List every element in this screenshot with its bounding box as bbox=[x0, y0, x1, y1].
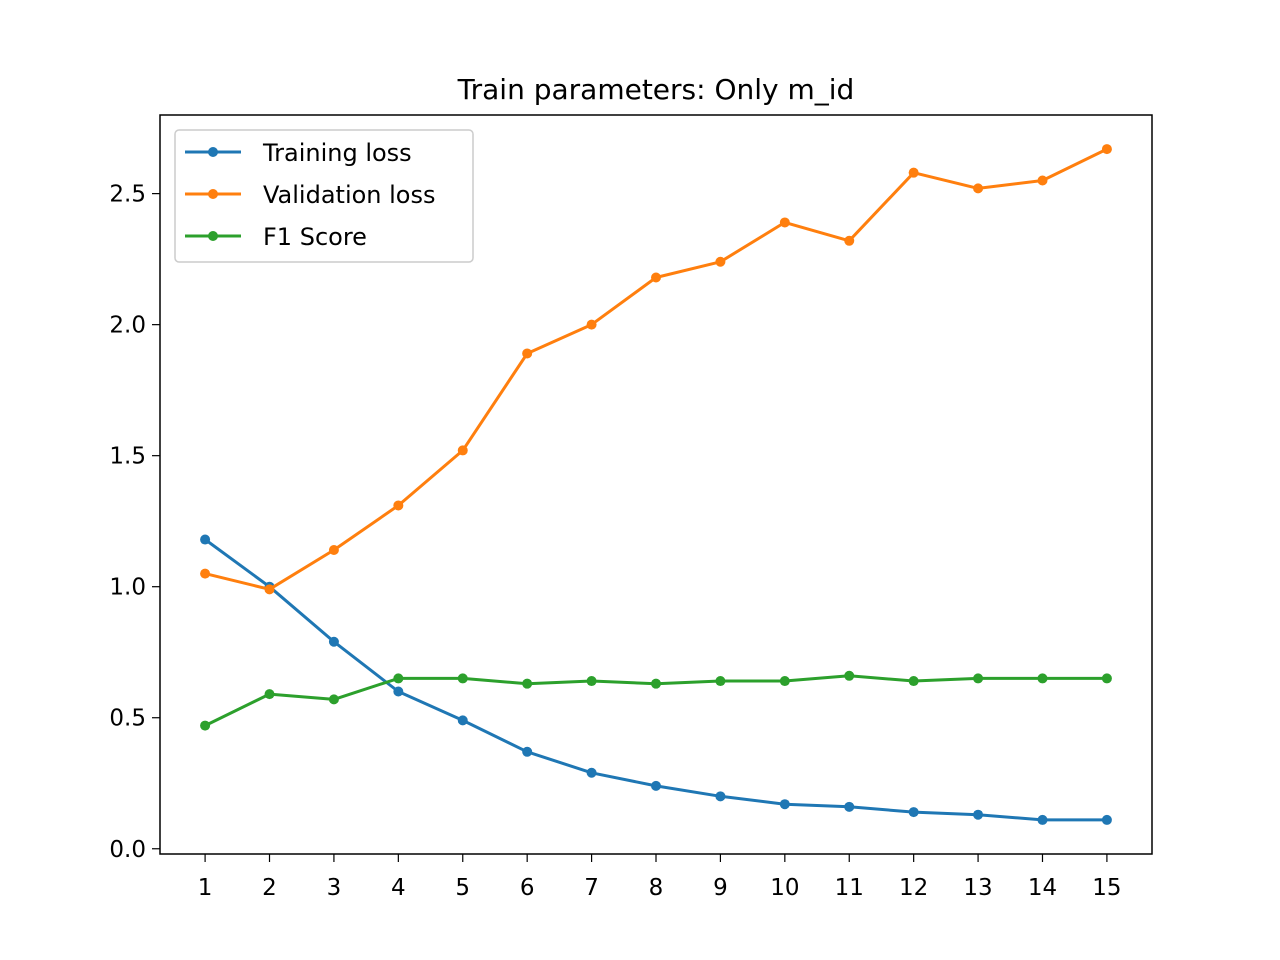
validation-loss-point bbox=[973, 183, 984, 194]
training-loss-point bbox=[522, 746, 533, 757]
y-tick-label: 2.0 bbox=[109, 313, 146, 339]
x-tick-label: 13 bbox=[963, 875, 992, 901]
legend-box bbox=[174, 129, 474, 263]
y-tick-label: 0.5 bbox=[109, 706, 146, 732]
f1-score-point bbox=[522, 678, 533, 689]
series-training-loss bbox=[200, 534, 1112, 825]
f1-score-point bbox=[715, 676, 726, 687]
f1-score-point bbox=[328, 694, 339, 705]
series-validation-loss bbox=[200, 144, 1112, 595]
validation-loss-point bbox=[586, 319, 597, 330]
plot-frame bbox=[159, 114, 1153, 855]
x-tick-label: 11 bbox=[835, 875, 864, 901]
training-loss-point bbox=[973, 809, 984, 820]
f1-score-point bbox=[200, 720, 211, 731]
training-loss-point bbox=[715, 791, 726, 802]
f1-score-point bbox=[264, 689, 275, 700]
x-tick-label: 6 bbox=[520, 875, 535, 901]
validation-loss-point bbox=[779, 217, 790, 228]
y-tick-label: 2.5 bbox=[109, 182, 146, 208]
f1-score-point bbox=[457, 673, 468, 684]
f1-score-point bbox=[908, 676, 919, 687]
training-loss-point bbox=[779, 799, 790, 810]
x-tick-label: 1 bbox=[198, 875, 213, 901]
y-tick-label: 1.0 bbox=[109, 575, 146, 601]
validation-loss-point bbox=[200, 568, 211, 579]
y-tick-label: 0.0 bbox=[109, 837, 146, 863]
validation-loss-point bbox=[908, 167, 919, 178]
training-loss-point bbox=[844, 801, 855, 812]
x-tick-label: 4 bbox=[391, 875, 406, 901]
validation-loss-point bbox=[328, 545, 339, 556]
legend: Training loss Validation loss F1 Score bbox=[174, 129, 474, 263]
training-loss-point bbox=[586, 767, 597, 778]
x-tick-label: 5 bbox=[455, 875, 470, 901]
x-tick-label: 10 bbox=[770, 875, 799, 901]
legend-label-f1-score: F1 Score bbox=[263, 223, 367, 251]
training-loss-point bbox=[200, 534, 211, 545]
training-loss-point bbox=[393, 686, 404, 697]
x-tick-label: 12 bbox=[899, 875, 928, 901]
f1-score-point bbox=[393, 673, 404, 684]
training-loss-point bbox=[457, 715, 468, 726]
f1-score-point bbox=[586, 676, 597, 687]
series-f1-score bbox=[200, 670, 1112, 731]
validation-loss-point bbox=[264, 584, 275, 595]
chart-title: Train parameters: Only m_id bbox=[457, 73, 855, 106]
training-loss-point bbox=[1037, 814, 1048, 825]
validation-loss-point bbox=[393, 500, 404, 511]
f1-score-point bbox=[779, 676, 790, 687]
f1-score-point bbox=[651, 678, 661, 689]
legend-label-validation-loss: Validation loss bbox=[263, 181, 436, 209]
y-tick-label: 1.5 bbox=[109, 444, 146, 470]
training-loss-point bbox=[908, 807, 919, 818]
validation-loss-point bbox=[1101, 144, 1112, 155]
x-tick-label: 14 bbox=[1028, 875, 1057, 901]
y-axis: 0.0 0.5 1.0 1.5 2.0 2.5 bbox=[109, 182, 160, 863]
validation-loss-point bbox=[457, 445, 468, 456]
legend-marker-validation-loss bbox=[208, 189, 218, 199]
x-tick-label: 2 bbox=[262, 875, 277, 901]
x-tick-label: 8 bbox=[649, 875, 664, 901]
f1-score-point bbox=[1037, 673, 1048, 684]
validation-loss-point bbox=[651, 272, 661, 283]
f1-score-point bbox=[844, 670, 855, 681]
validation-loss-point bbox=[715, 256, 726, 267]
validation-loss-point bbox=[844, 235, 855, 246]
x-tick-label: 9 bbox=[713, 875, 728, 901]
plot-series bbox=[200, 144, 1112, 825]
validation-loss-point bbox=[1037, 175, 1048, 186]
training-loss-point bbox=[1101, 814, 1112, 825]
training-loss-point bbox=[651, 780, 661, 791]
validation-loss-point bbox=[522, 348, 533, 359]
x-tick-label: 7 bbox=[584, 875, 599, 901]
x-tick-label: 3 bbox=[327, 875, 342, 901]
training-loss-point bbox=[328, 636, 339, 647]
x-tick-label: 15 bbox=[1092, 875, 1121, 901]
legend-label-training-loss: Training loss bbox=[262, 139, 412, 167]
legend-marker-f1-score bbox=[208, 231, 218, 241]
f1-score-point bbox=[1101, 673, 1112, 684]
f1-score-point bbox=[973, 673, 984, 684]
x-axis: 1 2 3 4 5 6 7 8 9 10 11 12 13 14 15 bbox=[198, 854, 1122, 901]
legend-marker-training-loss bbox=[208, 147, 218, 157]
